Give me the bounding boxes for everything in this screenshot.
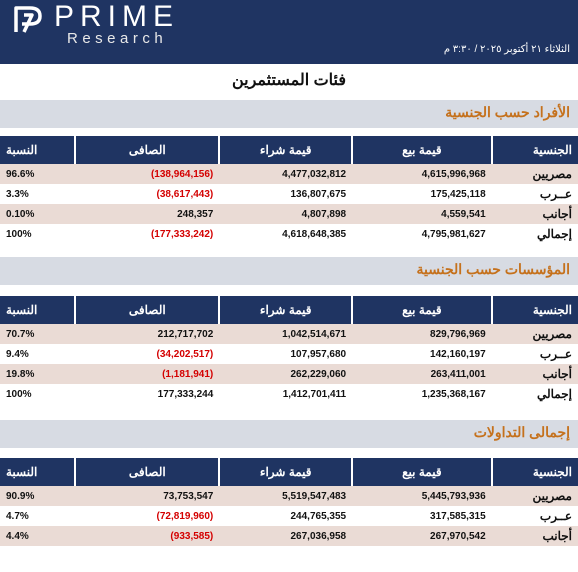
brand-name: PRIME <box>54 0 180 33</box>
cell-nationality: مصريين <box>491 324 578 344</box>
table-row: مصريين 5,445,793,936 5,519,547,483 73,753,5… <box>0 486 578 506</box>
individuals-table: الجنسية قيمة بيع قيمة شراء الصافى النسبة… <box>0 136 578 244</box>
cell-ratio: 4.4% <box>0 526 76 546</box>
col-sell-value: قيمة بيع <box>351 136 492 164</box>
cell-sell-value: 829,796,969 <box>352 324 492 344</box>
cell-buy-value: 262,229,060 <box>219 364 353 384</box>
col-buy-value: قيمة شراء <box>218 136 353 164</box>
section-title: المؤسسات حسب الجنسية <box>416 261 570 277</box>
cell-ratio: 3.3% <box>6 188 29 200</box>
cell-buy-value: 4,807,898 <box>219 204 353 224</box>
cell-ratio: 0.10% <box>0 204 76 224</box>
table-row: أجانب 4,559,541 4,807,898 248,357 0.10% <box>0 204 578 224</box>
cell-nationality: عــرب <box>539 509 572 523</box>
cell-nationality: أجانب <box>491 204 578 224</box>
header-bar: PRIME Research الثلاثاء ٢١ أكتوبر ٢٠٢٥ /… <box>0 0 578 64</box>
table-row: أجانب 263,411,001 262,229,060 (1,181,941) 19… <box>0 364 578 384</box>
cell-ratio: 90.9% <box>0 486 76 506</box>
section-individuals-header: الأفراد حسب الجنسية <box>0 100 578 128</box>
cell-ratio: 9.4% <box>6 348 29 360</box>
cell-net: (138,964,156) <box>75 164 220 184</box>
cell-net: (72,819,960) <box>156 510 214 522</box>
section-title: إجمالى التداولات <box>473 424 570 440</box>
cell-buy-value: 136,807,675 <box>290 188 347 200</box>
cell-net: (933,585) <box>75 526 220 546</box>
cell-buy-value: 4,618,648,385 <box>282 228 347 240</box>
brand-subtitle: Research <box>67 30 168 47</box>
cell-net: (1,181,941) <box>75 364 220 384</box>
col-nationality: الجنسية <box>490 458 578 486</box>
cell-sell-value: 5,445,793,936 <box>352 486 492 506</box>
cell-net: 248,357 <box>75 204 220 224</box>
col-nationality: الجنسية <box>490 136 578 164</box>
col-nationality: الجنسية <box>490 296 578 324</box>
cell-ratio: 4.7% <box>6 510 29 522</box>
cell-net: (38,617,443) <box>156 188 214 200</box>
cell-nationality: إجمالي <box>536 387 572 401</box>
cell-buy-value: 4,477,032,812 <box>219 164 353 184</box>
prime-logo-icon <box>14 6 42 33</box>
table-row: مصريين 4,615,996,968 4,477,032,812 (138,964… <box>0 164 578 184</box>
cell-net: (34,202,517) <box>156 348 214 360</box>
cell-net: (177,333,242) <box>150 228 214 240</box>
cell-ratio: 100% <box>6 228 32 240</box>
col-sell-value: قيمة بيع <box>351 296 492 324</box>
table-row: إجمالي 4,795,981,627 4,618,648,385 (177,333… <box>0 224 578 244</box>
cell-buy-value: 267,036,958 <box>219 526 353 546</box>
cell-nationality: إجمالي <box>536 227 572 241</box>
cell-sell-value: 4,615,996,968 <box>352 164 492 184</box>
section-total-trading-header: إجمالى التداولات <box>0 420 578 448</box>
cell-sell-value: 1,235,368,167 <box>421 388 486 400</box>
section-institutions-header: المؤسسات حسب الجنسية <box>0 257 578 285</box>
cell-ratio: 19.8% <box>0 364 76 384</box>
cell-sell-value: 175,425,118 <box>430 188 486 200</box>
cell-sell-value: 142,160,197 <box>430 348 486 360</box>
cell-ratio: 100% <box>6 388 32 400</box>
cell-nationality: مصريين <box>491 486 578 506</box>
table-row: أجانب 267,970,542 267,036,958 (933,585) 4.4% <box>0 526 578 546</box>
table-header-row: الجنسية قيمة بيع قيمة شراء الصافى النسبة <box>0 296 578 324</box>
report-date: الثلاثاء ٢١ أكتوبر ٢٠٢٥ / ٣:٣٠ م <box>443 44 570 55</box>
cell-buy-value: 5,519,547,483 <box>219 486 353 506</box>
cell-buy-value: 1,042,514,671 <box>219 324 353 344</box>
cell-net: 73,753,547 <box>75 486 220 506</box>
cell-nationality: عــرب <box>539 347 572 361</box>
cell-net: 212,717,702 <box>75 324 220 344</box>
col-ratio: النسبة <box>0 458 76 486</box>
institutions-table: الجنسية قيمة بيع قيمة شراء الصافى النسبة… <box>0 296 578 404</box>
table-row: مصريين 829,796,969 1,042,514,671 212,717,70… <box>0 324 578 344</box>
cell-buy-value: 1,412,701,411 <box>282 388 347 400</box>
table-row: إجمالي 1,235,368,167 1,412,701,411 177,333,… <box>0 384 578 404</box>
col-ratio: النسبة <box>0 296 76 324</box>
col-buy-value: قيمة شراء <box>218 296 353 324</box>
cell-nationality: أجانب <box>491 526 578 546</box>
cell-nationality: أجانب <box>491 364 578 384</box>
table-header-row: الجنسية قيمة بيع قيمة شراء الصافى النسبة <box>0 458 578 486</box>
cell-buy-value: 107,957,680 <box>290 348 347 360</box>
col-net: الصافى <box>74 296 220 324</box>
table-row: عــرب 175,425,118 136,807,675 (38,617,443) 3… <box>0 184 578 204</box>
cell-net: 177,333,244 <box>157 388 214 400</box>
cell-sell-value: 317,585,315 <box>430 510 486 522</box>
cell-sell-value: 4,795,981,627 <box>421 228 486 240</box>
total-trading-table: الجنسية قيمة بيع قيمة شراء الصافى النسبة… <box>0 458 578 546</box>
page-title: فئات المستثمرين <box>231 72 347 89</box>
col-ratio: النسبة <box>0 136 76 164</box>
section-title: الأفراد حسب الجنسية <box>445 104 570 120</box>
table-row: عــرب 317,585,315 244,765,355 (72,819,960) 4… <box>0 506 578 526</box>
col-net: الصافى <box>74 136 220 164</box>
cell-sell-value: 267,970,542 <box>352 526 492 546</box>
cell-nationality: عــرب <box>539 187 572 201</box>
cell-sell-value: 4,559,541 <box>352 204 492 224</box>
table-row: عــرب 142,160,197 107,957,680 (34,202,517) 9… <box>0 344 578 364</box>
cell-buy-value: 244,765,355 <box>290 510 347 522</box>
cell-ratio: 70.7% <box>0 324 76 344</box>
col-sell-value: قيمة بيع <box>351 458 492 486</box>
cell-nationality: مصريين <box>491 164 578 184</box>
col-net: الصافى <box>74 458 220 486</box>
table-header-row: الجنسية قيمة بيع قيمة شراء الصافى النسبة <box>0 136 578 164</box>
col-buy-value: قيمة شراء <box>218 458 353 486</box>
cell-ratio: 96.6% <box>0 164 76 184</box>
cell-sell-value: 263,411,001 <box>352 364 492 384</box>
